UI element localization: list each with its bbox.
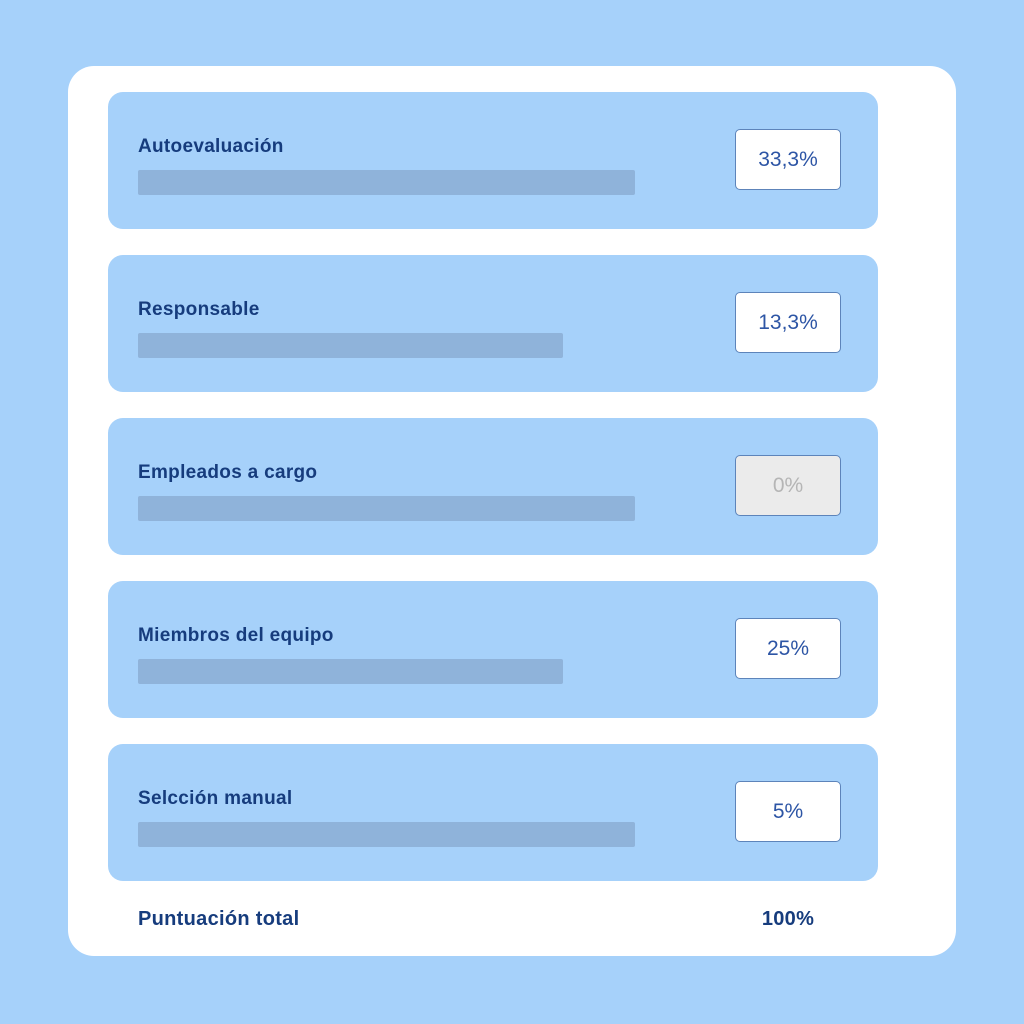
criterion-row: Responsable 13,3% bbox=[108, 255, 878, 392]
criterion-percentage-input[interactable]: 5% bbox=[735, 781, 841, 842]
criterion-label: Autoevaluación bbox=[138, 136, 284, 157]
criterion-row: Autoevaluación 33,3% bbox=[108, 92, 878, 229]
criterion-percentage-input: 0% bbox=[735, 455, 841, 516]
criterion-label: Miembros del equipo bbox=[138, 625, 334, 646]
total-row: Puntuación total 100% bbox=[138, 908, 948, 936]
criterion-label: Responsable bbox=[138, 299, 260, 320]
criterion-placeholder-bar bbox=[138, 170, 635, 195]
criterion-label: Selcción manual bbox=[138, 788, 293, 809]
criterion-placeholder-bar bbox=[138, 496, 635, 521]
criterion-row: Empleados a cargo 0% bbox=[108, 418, 878, 555]
score-weights-card: Autoevaluación 33,3% Responsable 13,3% E… bbox=[68, 66, 956, 956]
criterion-placeholder-bar bbox=[138, 659, 563, 684]
criterion-row: Selcción manual 5% bbox=[108, 744, 878, 881]
criterion-placeholder-bar bbox=[138, 333, 563, 358]
criterion-percentage-input[interactable]: 33,3% bbox=[735, 129, 841, 190]
criteria-list: Autoevaluación 33,3% Responsable 13,3% E… bbox=[108, 92, 878, 907]
criterion-row: Miembros del equipo 25% bbox=[108, 581, 878, 718]
total-value: 100% bbox=[761, 908, 815, 930]
criterion-placeholder-bar bbox=[138, 822, 635, 847]
criterion-percentage-input[interactable]: 13,3% bbox=[735, 292, 841, 353]
criterion-percentage-input[interactable]: 25% bbox=[735, 618, 841, 679]
total-label: Puntuación total bbox=[138, 908, 300, 930]
criterion-label: Empleados a cargo bbox=[138, 462, 318, 483]
